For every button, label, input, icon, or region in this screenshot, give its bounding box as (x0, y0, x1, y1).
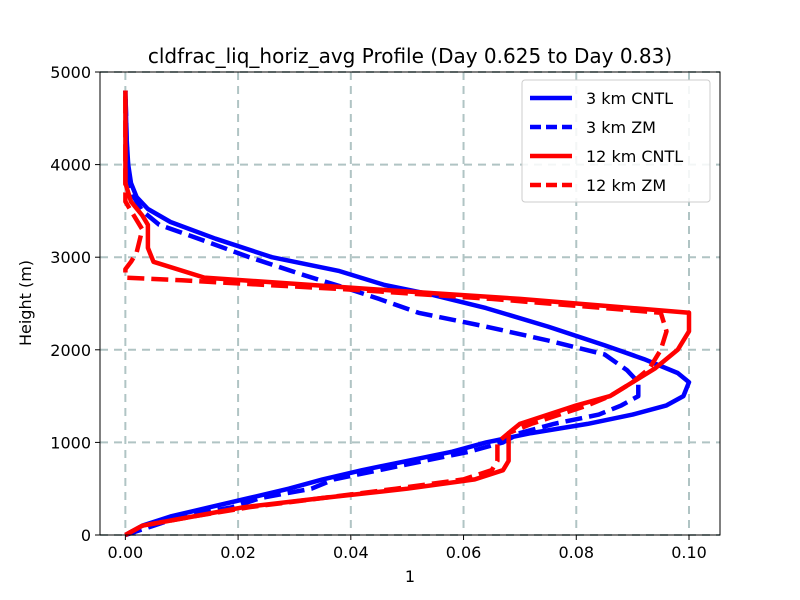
series-line-3-km-zm (123, 90, 641, 538)
chart-title: cldfrac_liq_horiz_avg Profile (Day 0.625… (148, 44, 672, 68)
y-tick-label: 3000 (50, 248, 91, 267)
x-tick-label: 0.04 (333, 543, 369, 562)
legend-label-3-km-zm: 3 km ZM (586, 118, 656, 137)
series-line-3-km-cntl (123, 90, 692, 537)
x-tick-label: 0.02 (220, 543, 256, 562)
legend-label-12-km-zm: 12 km ZM (586, 176, 666, 195)
y-tick-label: 0 (81, 526, 91, 545)
series-layer (123, 90, 692, 538)
x-tick-label: 0.10 (671, 543, 707, 562)
legend-label-12-km-cntl: 12 km CNTL (586, 147, 683, 166)
legend-box (521, 79, 711, 203)
y-tick-label: 1000 (50, 433, 91, 452)
axis-ticks: 0.00 0.02 0.04 0.06 0.08 0.10 0 1000 2000 3000 400… (50, 63, 707, 562)
x-tick-label: 0.08 (558, 543, 594, 562)
x-axis-label: 1 (405, 567, 415, 586)
x-tick-label: 0.06 (446, 543, 482, 562)
y-tick-label: 2000 (50, 341, 91, 360)
legend: 3 km CNTL 3 km ZM 12 km CNTL 12 km ZM (521, 79, 711, 203)
y-tick-label: 4000 (50, 156, 91, 175)
x-tick-label: 0.00 (108, 543, 144, 562)
plot-frame (99, 71, 721, 536)
series-line-12-km-zm (123, 90, 669, 537)
y-tick-label: 5000 (50, 63, 91, 82)
y-axis-label: Height (m) (16, 260, 35, 346)
legend-label-3-km-cntl: 3 km CNTL (586, 89, 673, 108)
